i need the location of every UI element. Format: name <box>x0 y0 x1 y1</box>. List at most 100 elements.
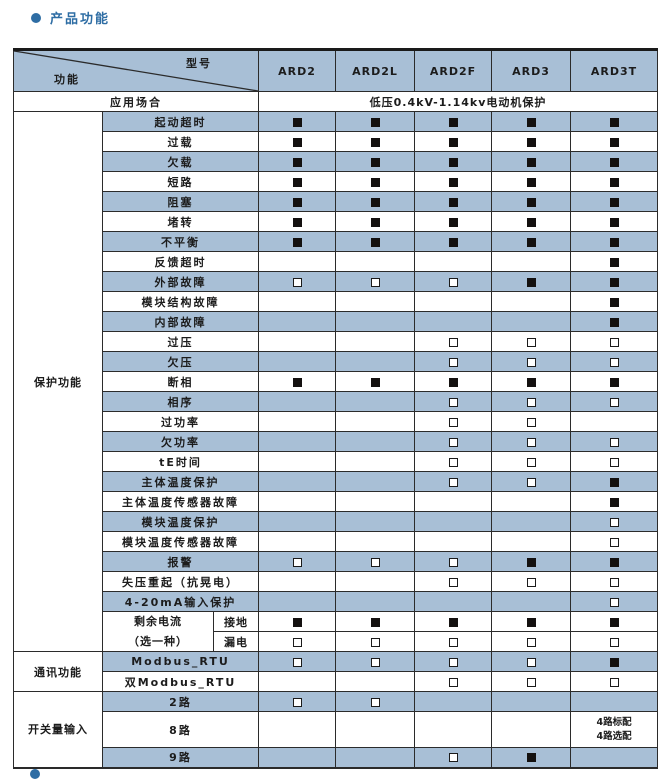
value-cell <box>414 271 493 292</box>
value-cell <box>570 671 659 692</box>
value-cell <box>258 251 337 272</box>
value-cell <box>335 491 416 512</box>
filled-square-icon <box>370 217 380 227</box>
row-label: 起动超时 <box>101 111 260 132</box>
value-cell <box>335 351 416 372</box>
value-cell <box>491 111 572 132</box>
value-cell <box>570 111 659 132</box>
row-label: 堵转 <box>101 211 260 232</box>
corner-cell: 型号 功能 <box>12 49 260 92</box>
value-cell <box>258 351 337 372</box>
open-square-icon <box>526 677 536 687</box>
open-square-icon <box>448 417 458 427</box>
value-cell <box>335 371 416 392</box>
row-label: 断相 <box>101 371 260 392</box>
filled-square-icon <box>609 377 619 387</box>
value-cell <box>491 131 572 152</box>
group-label: 保护功能 <box>13 111 103 652</box>
row-label: 欠载 <box>101 151 260 172</box>
row-label: 外部故障 <box>101 271 260 292</box>
open-square-icon <box>526 417 536 427</box>
value-cell <box>570 431 659 452</box>
row-label: 过载 <box>101 131 260 152</box>
open-square-icon <box>448 637 458 647</box>
table-row: 剩余电流 （选一种） 接地 <box>14 611 659 652</box>
value-cell <box>414 511 493 532</box>
filled-square-icon <box>370 617 380 627</box>
filled-square-icon <box>292 377 302 387</box>
filled-square-icon <box>526 177 536 187</box>
open-square-icon <box>526 577 536 587</box>
open-square-icon <box>448 753 458 763</box>
table-row: 4-20mA输入保护 <box>14 591 659 612</box>
value-cell <box>414 151 493 172</box>
value-cell <box>414 747 493 768</box>
value-cell <box>335 211 416 232</box>
table-row: 漏电 <box>14 631 659 652</box>
filled-square-icon <box>292 217 302 227</box>
open-square-icon <box>370 637 380 647</box>
value-cell <box>491 591 572 612</box>
value-cell <box>570 271 659 292</box>
value-cell <box>335 651 416 672</box>
filled-square-icon <box>370 137 380 147</box>
value-cell <box>258 651 337 672</box>
row-label: 欠功率 <box>101 431 260 452</box>
filled-square-icon <box>609 157 619 167</box>
value-cell <box>258 391 337 412</box>
filled-square-icon <box>292 117 302 127</box>
group-label: 通讯功能 <box>13 651 103 692</box>
value-cell <box>258 411 337 432</box>
value-cell <box>414 571 493 592</box>
value-cell <box>335 611 416 632</box>
value-cell <box>258 571 337 592</box>
row-label: 不平衡 <box>101 231 260 252</box>
value-cell <box>335 311 416 332</box>
table-row: 模块温度保护 <box>14 511 659 532</box>
open-square-icon <box>448 357 458 367</box>
value-cell <box>335 671 416 692</box>
row-label: Modbus_RTU <box>101 651 260 672</box>
page-title: 产品功能 <box>50 12 111 27</box>
value-cell <box>258 611 337 632</box>
filled-square-icon <box>609 237 619 247</box>
application-value: 低压0.4kV-1.14kv电动机保护 <box>258 91 659 112</box>
filled-square-icon <box>526 277 536 287</box>
filled-square-icon <box>609 297 619 307</box>
value-cell <box>258 451 337 472</box>
filled-square-icon <box>609 617 619 627</box>
open-square-icon <box>526 657 536 667</box>
row-label: 9路 <box>101 747 260 768</box>
row-label: 内部故障 <box>101 311 260 332</box>
corner-model-label: 型号 <box>186 57 213 70</box>
value-cell <box>414 391 493 412</box>
value-cell <box>335 131 416 152</box>
value-cell <box>258 311 337 332</box>
value-cell <box>335 111 416 132</box>
table-row: 外部故障 <box>14 271 659 292</box>
row-label: 短路 <box>101 171 260 192</box>
filled-square-icon <box>609 277 619 287</box>
value-cell <box>335 411 416 432</box>
value-cell <box>335 691 416 712</box>
open-square-icon <box>448 577 458 587</box>
value-cell <box>570 231 659 252</box>
open-square-icon <box>448 437 458 447</box>
table-row: 过载 <box>14 131 659 152</box>
filled-square-icon <box>370 197 380 207</box>
value-cell <box>570 371 659 392</box>
filled-square-icon <box>370 377 380 387</box>
model-column-header-ard2l: ARD2L <box>335 49 416 92</box>
open-square-icon <box>609 537 619 547</box>
table-row: 欠功率 <box>14 431 659 452</box>
row-label: 主体温度保护 <box>101 471 260 492</box>
value-cell <box>258 371 337 392</box>
open-square-icon <box>609 517 619 527</box>
value-cell <box>258 111 337 132</box>
filled-square-icon <box>609 257 619 267</box>
value-cell <box>570 151 659 172</box>
value-cell <box>414 111 493 132</box>
value-cell <box>570 411 659 432</box>
open-square-icon <box>448 397 458 407</box>
filled-square-icon <box>609 117 619 127</box>
